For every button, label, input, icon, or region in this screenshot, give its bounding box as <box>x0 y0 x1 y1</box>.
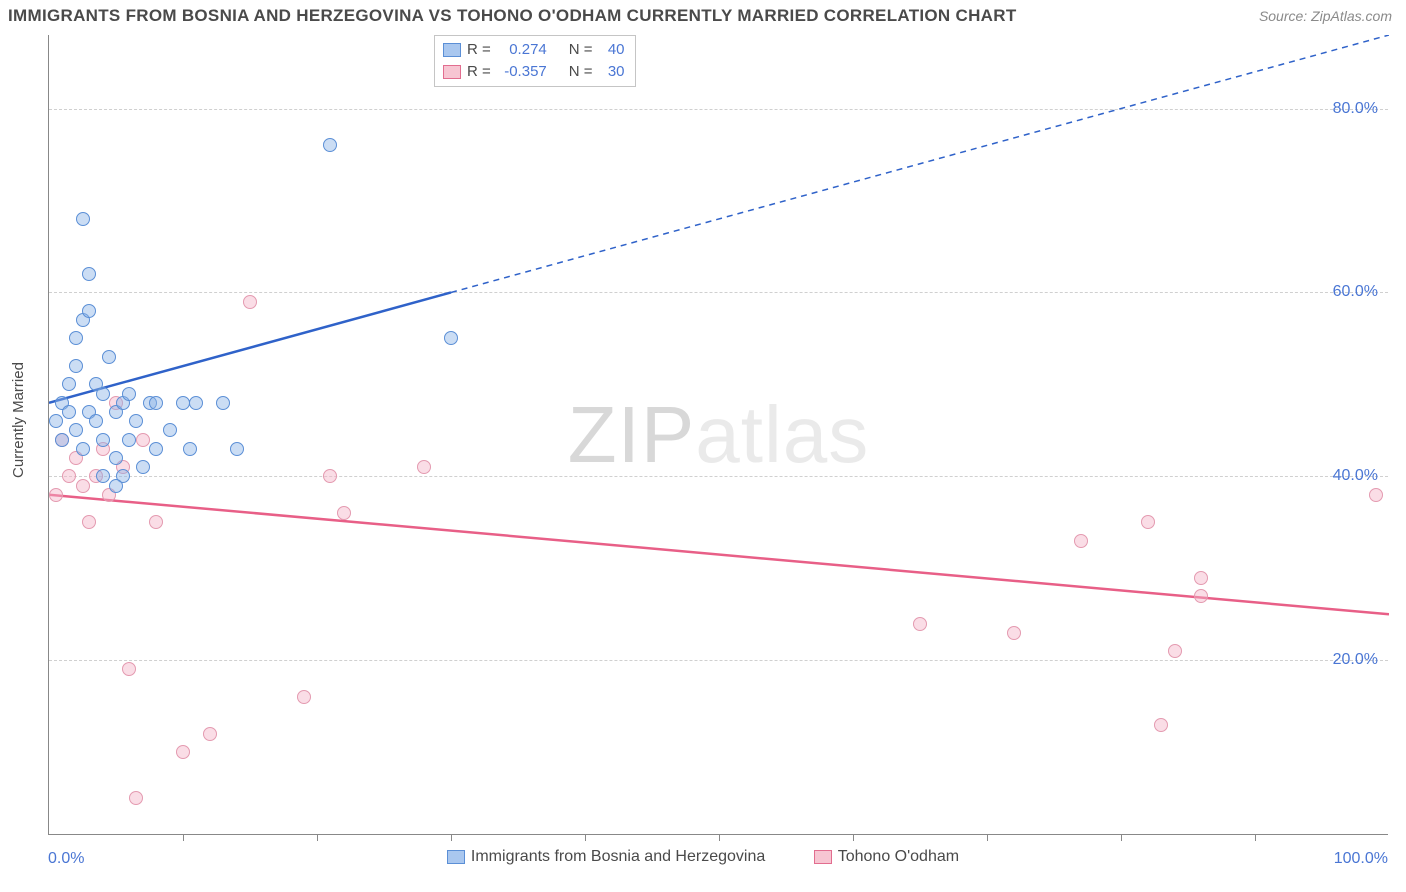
data-point-pink <box>417 460 431 474</box>
stats-row-1: R = 0.274 N = 40 <box>443 39 625 61</box>
legend-swatch-blue-icon <box>447 850 465 864</box>
data-point-pink <box>243 295 257 309</box>
x-tick-mark <box>585 834 586 841</box>
legend-label-1: Immigrants from Bosnia and Herzegovina <box>471 848 765 866</box>
data-point-blue <box>82 304 96 318</box>
stats-row-2: R = -0.357 N = 30 <box>443 61 625 83</box>
data-point-pink <box>176 745 190 759</box>
data-point-blue <box>96 433 110 447</box>
y-tick-label: 40.0% <box>1318 467 1378 485</box>
x-tick-mark <box>719 834 720 841</box>
data-point-pink <box>1007 626 1021 640</box>
data-point-pink <box>1141 515 1155 529</box>
trend-lines <box>49 35 1389 835</box>
data-point-blue <box>96 469 110 483</box>
data-point-blue <box>176 396 190 410</box>
data-point-pink <box>82 515 96 529</box>
swatch-pink-icon <box>443 65 461 79</box>
data-point-blue <box>49 414 63 428</box>
data-point-pink <box>1194 571 1208 585</box>
data-point-blue <box>69 359 83 373</box>
y-tick-label: 60.0% <box>1318 283 1378 301</box>
data-point-pink <box>323 469 337 483</box>
data-point-blue <box>109 479 123 493</box>
y-tick-label: 80.0% <box>1318 100 1378 118</box>
data-point-blue <box>163 423 177 437</box>
data-point-pink <box>129 791 143 805</box>
x-tick-mark <box>853 834 854 841</box>
legend-label-2: Tohono O'odham <box>838 848 959 866</box>
data-point-pink <box>913 617 927 631</box>
data-point-blue <box>82 267 96 281</box>
data-point-blue <box>89 414 103 428</box>
x-tick-mark <box>317 834 318 841</box>
data-point-pink <box>149 515 163 529</box>
chart-title: IMMIGRANTS FROM BOSNIA AND HERZEGOVINA V… <box>8 6 1017 26</box>
series-legend: Immigrants from Bosnia and Herzegovina T… <box>0 848 1406 869</box>
data-point-pink <box>297 690 311 704</box>
data-point-blue <box>149 442 163 456</box>
data-point-blue <box>96 387 110 401</box>
plot-area: ZIPatlas R = 0.274 N = 40 R = -0.357 N =… <box>48 35 1388 835</box>
data-point-pink <box>1168 644 1182 658</box>
legend-item-2: Tohono O'odham <box>814 848 959 866</box>
data-point-pink <box>337 506 351 520</box>
data-point-pink <box>49 488 63 502</box>
legend-item-1: Immigrants from Bosnia and Herzegovina <box>447 848 765 866</box>
data-point-pink <box>1154 718 1168 732</box>
data-point-pink <box>136 433 150 447</box>
y-axis-label: Currently Married <box>10 362 27 478</box>
data-point-blue <box>62 377 76 391</box>
source-attribution: Source: ZipAtlas.com <box>1259 8 1392 24</box>
data-point-blue <box>55 433 69 447</box>
data-point-blue <box>149 396 163 410</box>
x-tick-mark <box>1121 834 1122 841</box>
swatch-blue-icon <box>443 43 461 57</box>
data-point-blue <box>62 405 76 419</box>
data-point-pink <box>1074 534 1088 548</box>
data-point-blue <box>129 414 143 428</box>
x-tick-mark <box>1255 834 1256 841</box>
data-point-blue <box>216 396 230 410</box>
data-point-pink <box>1369 488 1383 502</box>
data-point-blue <box>69 331 83 345</box>
data-point-blue <box>76 212 90 226</box>
data-point-pink <box>1194 589 1208 603</box>
data-point-blue <box>230 442 244 456</box>
data-point-pink <box>76 479 90 493</box>
stats-legend: R = 0.274 N = 40 R = -0.357 N = 30 <box>434 35 636 87</box>
y-tick-label: 20.0% <box>1318 651 1378 669</box>
data-point-blue <box>444 331 458 345</box>
data-point-pink <box>62 469 76 483</box>
data-point-blue <box>122 433 136 447</box>
x-tick-mark <box>987 834 988 841</box>
legend-swatch-pink-icon <box>814 850 832 864</box>
data-point-blue <box>102 350 116 364</box>
data-point-pink <box>203 727 217 741</box>
x-tick-mark <box>451 834 452 841</box>
data-point-blue <box>76 442 90 456</box>
data-point-blue <box>323 138 337 152</box>
data-point-blue <box>109 451 123 465</box>
x-tick-mark <box>183 834 184 841</box>
data-point-blue <box>183 442 197 456</box>
data-point-pink <box>122 662 136 676</box>
data-point-blue <box>136 460 150 474</box>
data-point-blue <box>122 387 136 401</box>
data-point-blue <box>69 423 83 437</box>
data-point-blue <box>189 396 203 410</box>
